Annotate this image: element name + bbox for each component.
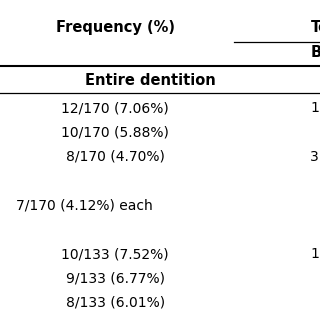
Text: 10/133 (7.52%): 10/133 (7.52%) xyxy=(61,247,169,261)
Text: 3: 3 xyxy=(310,150,319,164)
Text: Frequency (%): Frequency (%) xyxy=(56,20,175,35)
Text: Bil: Bil xyxy=(310,45,320,60)
Text: 1: 1 xyxy=(310,101,319,115)
Text: 8/170 (4.70%): 8/170 (4.70%) xyxy=(66,150,164,164)
Text: 1: 1 xyxy=(310,247,319,261)
Text: 9/133 (6.77%): 9/133 (6.77%) xyxy=(66,271,165,285)
Text: Entire dentition: Entire dentition xyxy=(85,73,216,88)
Text: 8/133 (6.01%): 8/133 (6.01%) xyxy=(66,296,165,310)
Text: To: To xyxy=(310,20,320,35)
Text: 7/170 (4.12%) each: 7/170 (4.12%) each xyxy=(16,198,153,212)
Text: 12/170 (7.06%): 12/170 (7.06%) xyxy=(61,101,169,115)
Text: 10/170 (5.88%): 10/170 (5.88%) xyxy=(61,125,169,140)
